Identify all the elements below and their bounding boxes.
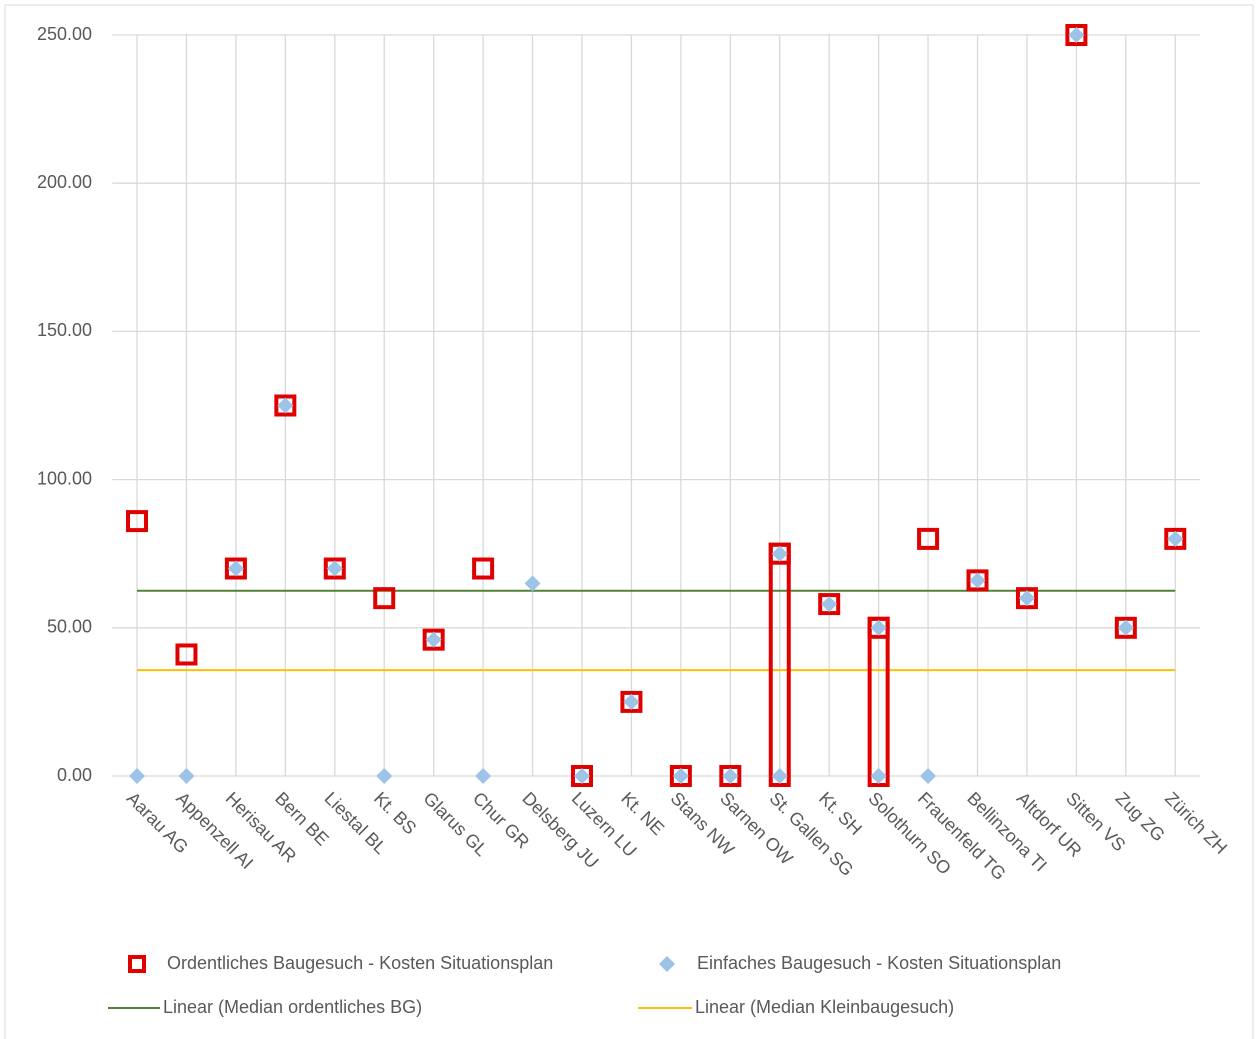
- marker-square: [323, 557, 346, 580]
- marker-square: [1015, 587, 1038, 610]
- marker-square: [1114, 616, 1137, 639]
- marker-square: [1164, 527, 1187, 550]
- marker-diamond: [524, 575, 541, 592]
- y-tick-label: 50.00: [47, 617, 92, 637]
- marker-diamond: [376, 768, 393, 784]
- marker-diamond: [227, 560, 244, 577]
- marker-square: [422, 628, 445, 651]
- legend-label: Einfaches Baugesuch - Kosten Situationsp…: [697, 953, 1061, 973]
- marker-diamond: [326, 560, 343, 577]
- y-tick-label: 0.00: [57, 765, 92, 785]
- marker-diamond: [771, 768, 788, 784]
- marker-square: [818, 593, 841, 616]
- marker-square: [373, 587, 396, 610]
- marker-square: [620, 690, 643, 713]
- marker-square: [224, 557, 247, 580]
- marker-square: [274, 394, 297, 417]
- legend-marker: [659, 956, 675, 972]
- legend-label: Linear (Median Kleinbaugesuch): [695, 997, 954, 1017]
- marker-diamond: [1068, 27, 1085, 43]
- y-tick-label: 150.00: [37, 320, 92, 340]
- marker-square: [472, 557, 495, 580]
- marker-diamond: [870, 619, 887, 636]
- marker-diamond: [425, 631, 442, 648]
- marker-square: [719, 765, 742, 787]
- marker-diamond: [623, 693, 640, 710]
- marker-square: [175, 643, 198, 666]
- marker-square: [126, 510, 149, 533]
- marker-diamond: [129, 768, 146, 784]
- legend-label: Ordentliches Baugesuch - Kosten Situatio…: [167, 953, 553, 973]
- marker-square: [570, 765, 593, 787]
- marker-diamond: [920, 768, 937, 784]
- marker-diamond: [1117, 619, 1134, 636]
- y-tick-label: 250.00: [37, 24, 92, 44]
- marker-diamond: [277, 397, 294, 414]
- marker-square: [917, 527, 940, 550]
- marker-diamond: [870, 768, 887, 784]
- marker-diamond: [1018, 590, 1035, 607]
- marker-square: [867, 616, 890, 639]
- y-tick-label: 200.00: [37, 172, 92, 192]
- marker-square: [768, 542, 791, 565]
- marker-diamond: [771, 545, 788, 562]
- marker-square: [1065, 24, 1088, 46]
- legend-marker: [128, 955, 146, 973]
- marker-diamond: [573, 768, 590, 784]
- marker-diamond: [969, 572, 986, 589]
- legend-label: Linear (Median ordentliches BG): [163, 997, 422, 1017]
- marker-square: [669, 765, 692, 787]
- marker-diamond: [1167, 530, 1184, 547]
- marker-diamond: [722, 768, 739, 784]
- marker-diamond: [178, 768, 195, 784]
- y-tick-label: 100.00: [37, 468, 92, 488]
- chart-border: [4, 4, 1254, 1039]
- marker-diamond: [475, 768, 492, 784]
- marker-diamond: [821, 596, 838, 613]
- marker-diamond: [672, 768, 689, 784]
- marker-square: [966, 569, 989, 592]
